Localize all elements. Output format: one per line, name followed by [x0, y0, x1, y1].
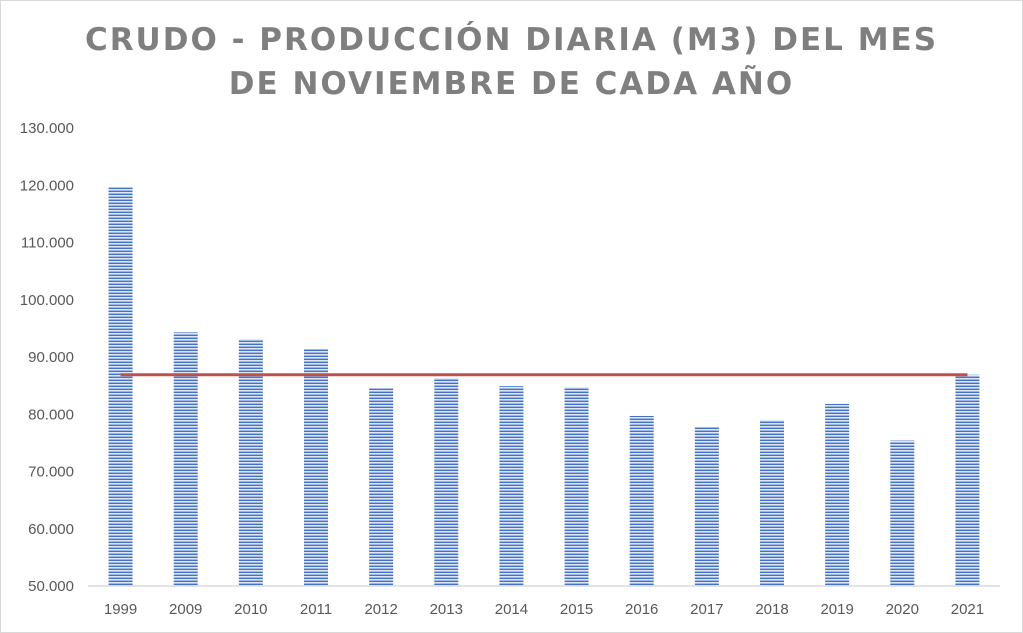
x-axis: 1999 2009 2010 2011 2012 2013 2014 2015 2016 2017… [88, 585, 1000, 618]
bar-2015 [564, 387, 589, 586]
bar-2017 [694, 426, 719, 586]
bar-2010 [238, 339, 263, 586]
y-tick-label: 90.000 [28, 349, 74, 366]
y-tick-label: 70.000 [28, 464, 74, 481]
x-tick-label-2010: 2010 [234, 601, 267, 618]
bar-2014 [499, 386, 524, 586]
chart-title: CRUDO - PRODUCCIÓN DIARIA (M3) DEL MES D… [0, 18, 1023, 106]
bar-2016 [629, 415, 654, 586]
y-tick-label: 100.000 [20, 292, 74, 309]
x-tick-label-2017: 2017 [690, 601, 723, 618]
x-tick-label-2020: 2020 [886, 601, 919, 618]
x-tick-label-2018: 2018 [755, 601, 788, 618]
bar-1999 [108, 187, 133, 587]
bar-2011 [304, 348, 328, 586]
y-tick-label: 130.000 [20, 120, 74, 137]
y-axis: 50.000 60.000 70.000 80.000 90.000 100.000 110… [20, 120, 74, 595]
bar-2018 [760, 419, 784, 586]
bar-2009 [173, 332, 198, 586]
y-tick-label: 50.000 [28, 578, 74, 595]
bar-2019 [825, 403, 850, 586]
y-tick-label: 60.000 [28, 521, 74, 538]
bar-2020 [890, 440, 915, 586]
bar-2012 [369, 388, 394, 586]
x-tick-label-2019: 2019 [820, 601, 853, 618]
x-tick-label-2009: 2009 [169, 601, 202, 618]
x-tick-label-2015: 2015 [560, 601, 593, 618]
x-tick-label-1999: 1999 [104, 601, 137, 618]
x-tick-label-2013: 2013 [430, 601, 463, 618]
bar-2013 [434, 378, 459, 586]
x-tick-label-2012: 2012 [364, 601, 397, 618]
chart-title-line-2: DE NOVIEMBRE DE CADA AÑO [228, 66, 795, 102]
bar-2021 [955, 374, 980, 586]
bars [108, 187, 980, 587]
y-tick-label: 120.000 [20, 177, 74, 194]
x-tick-label-2016: 2016 [625, 601, 658, 618]
chart-title-line-1: CRUDO - PRODUCCIÓN DIARIA (M3) DEL MES [84, 22, 939, 58]
y-tick-label: 80.000 [28, 406, 74, 423]
x-tick-label-2021: 2021 [951, 601, 984, 618]
x-tick-label-2014: 2014 [495, 601, 528, 618]
y-tick-label: 110.000 [21, 235, 74, 252]
x-tick-label-2011: 2011 [300, 601, 332, 618]
